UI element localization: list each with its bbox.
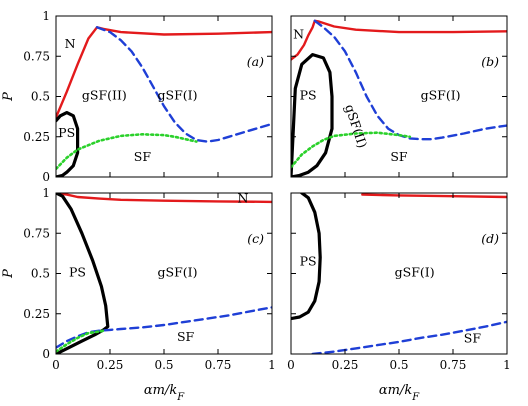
- y-tick-label: 0.5: [31, 267, 50, 281]
- region-label: gSF(I): [421, 88, 461, 103]
- region-label: SF: [134, 149, 152, 164]
- y-tick-label: 0.5: [31, 90, 50, 104]
- x-tick-label: 0.25: [332, 358, 359, 372]
- series-black-solid: [291, 52, 334, 177]
- y-tick-label: 0: [42, 347, 50, 361]
- y-tick-label: 0.25: [23, 307, 50, 321]
- series-blue-dashed: [56, 306, 272, 349]
- panel-label: (a): [247, 54, 264, 69]
- series-blue-dashed: [95, 26, 272, 143]
- x-tick-label: 0: [287, 358, 295, 372]
- series-black-solid: [56, 193, 110, 354]
- series-black-solid: [291, 193, 322, 321]
- series-green-dotted: [56, 329, 105, 353]
- x-tick-label: 0.5: [389, 358, 408, 372]
- region-label: N: [293, 27, 304, 42]
- panel-2: N PS gSF(I) SF gSF(II) (b): [290, 15, 508, 178]
- panel-4: 0 0.25 0.5 0.75 1 PS gSF(I) SF (d) αm/kF: [287, 192, 511, 403]
- x-tick-label: 0.75: [440, 358, 467, 372]
- series-green-dotted: [56, 133, 198, 171]
- x-tick-label: 0: [52, 358, 60, 372]
- y-tick-label: 0.75: [23, 226, 50, 240]
- panel-label: (b): [481, 54, 499, 69]
- x-axis-label: αm/kF: [144, 383, 185, 403]
- region-label: gSF(II): [82, 88, 127, 103]
- region-label: SF: [177, 329, 195, 344]
- region-label: N: [65, 36, 76, 51]
- region-label: SF: [390, 149, 408, 164]
- y-tick-label: 1: [42, 186, 50, 200]
- panel-label: (c): [247, 231, 264, 246]
- region-label: PS: [300, 88, 317, 103]
- x-tick-label: 0.5: [154, 358, 173, 372]
- region-label: PS: [58, 125, 75, 140]
- series-black-solid: [56, 110, 80, 177]
- x-axis-label: αm/kF: [379, 383, 420, 403]
- x-tick-label: 0.25: [97, 358, 124, 372]
- y-tick-label: 0.25: [23, 130, 50, 144]
- panel-label: (d): [481, 231, 499, 246]
- y-axis-label: P: [1, 269, 16, 279]
- series-red-solid: [361, 193, 507, 199]
- region-label: N: [237, 191, 248, 206]
- region-label: gSF(I): [395, 265, 435, 280]
- x-tick-label: 1: [503, 358, 511, 372]
- series-red-solid: [56, 193, 272, 204]
- region-label: gSF(I): [158, 265, 198, 280]
- region-label: gSF(I): [158, 88, 198, 103]
- series-blue-dashed: [313, 19, 507, 141]
- region-label: SF: [464, 331, 482, 346]
- region-label: PS: [300, 253, 317, 268]
- y-axis-label: P: [1, 92, 16, 102]
- x-tick-label: 1: [268, 358, 276, 372]
- x-tick-label: 0.75: [205, 358, 232, 372]
- region-label-rotated: gSF(II): [342, 102, 370, 149]
- series-green-dotted: [291, 131, 412, 169]
- y-tick-label: 1: [42, 9, 50, 23]
- y-tick-label: 0.75: [23, 49, 50, 63]
- region-label: PS: [69, 265, 86, 280]
- panel-3: 0 0.25 0.5 0.75 1 0 0.25 0.5 0.75 1 N PS gSF(I) SF (c)…: [1, 186, 276, 403]
- series-red-solid: [291, 19, 507, 61]
- y-tick-label: 0: [42, 170, 50, 184]
